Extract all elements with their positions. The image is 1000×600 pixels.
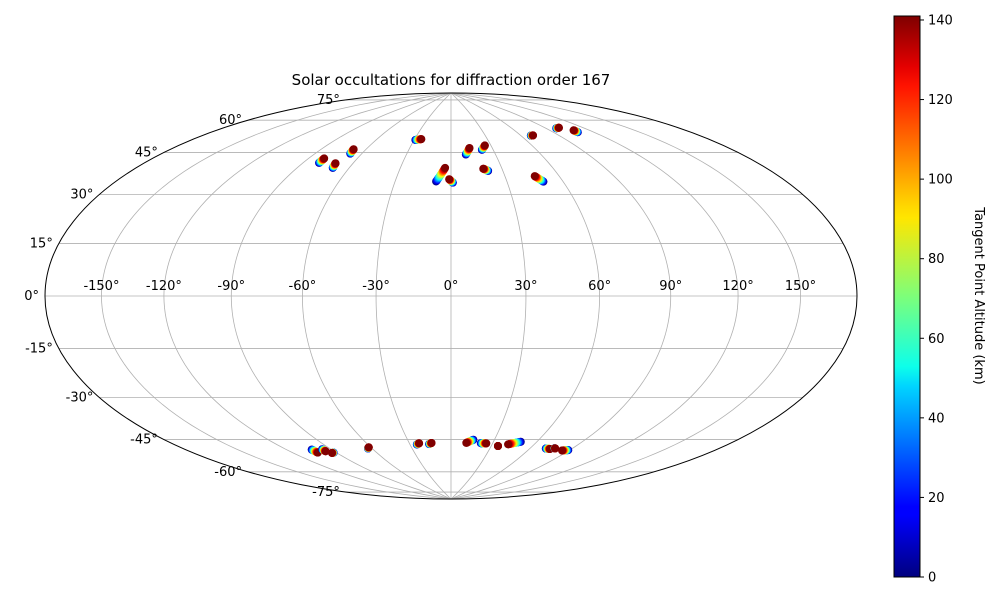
occultation-point — [530, 172, 539, 181]
colorbar-tick-label: 100 — [928, 173, 953, 188]
occultation-point — [551, 444, 560, 453]
occultation-point — [465, 143, 474, 152]
lat-tick-label: 45° — [135, 145, 158, 160]
gridlines — [45, 93, 857, 499]
colorbar-tick-label: 140 — [928, 13, 953, 28]
lon-tick-label: 0° — [444, 279, 459, 294]
lat-tick-label: 30° — [70, 188, 93, 203]
lon-tick-label: 120° — [722, 279, 753, 294]
lon-tick-label: 60° — [588, 279, 611, 294]
lat-tick-label: 60° — [219, 113, 242, 128]
occultation-point — [441, 163, 450, 172]
occultation-point — [504, 440, 513, 449]
colorbar-tick-label: 80 — [928, 252, 945, 267]
colorbar — [893, 15, 921, 578]
lat-tick-label: 15° — [30, 236, 53, 251]
occultation-point — [479, 164, 488, 173]
occultation-point — [569, 126, 578, 135]
occultation-point — [349, 145, 358, 154]
lat-tick-label: 75° — [317, 93, 340, 108]
occultation-point — [427, 438, 436, 447]
lat-tick-label: -30° — [66, 391, 94, 406]
lat-tick-label: -75° — [312, 485, 340, 500]
occultation-point — [480, 141, 489, 150]
chart-title: Solar occultations for diffraction order… — [292, 71, 611, 89]
lat-tick-label: -45° — [130, 433, 158, 448]
colorbar-tick-label: 20 — [928, 491, 945, 506]
occultation-point — [327, 448, 336, 457]
occultation-point — [529, 131, 538, 140]
lon-tick-label: 90° — [659, 279, 682, 294]
longitude-tick-labels: -150° -120° -90° -60° -30° 0° 30° 60° 90° 120° 150… — [83, 279, 816, 294]
occultation-point — [554, 123, 563, 132]
lon-tick-label: 150° — [785, 279, 816, 294]
occultation-point — [445, 175, 454, 184]
occultation-point — [493, 442, 502, 451]
lat-tick-label: -60° — [214, 465, 242, 480]
occultation-point — [557, 446, 566, 455]
colorbar-tick-label: 0 — [928, 571, 936, 586]
lon-tick-label: -120° — [146, 279, 182, 294]
occultation-point — [321, 447, 330, 456]
lon-tick-label: 30° — [514, 279, 537, 294]
lon-tick-label: -60° — [289, 279, 317, 294]
lat-tick-label: 0° — [24, 289, 39, 304]
occultation-points — [307, 123, 582, 457]
lon-tick-label: -150° — [83, 279, 119, 294]
occultation-point — [364, 443, 373, 452]
occultation-point — [417, 135, 426, 144]
colorbar-ticks: 0 20 40 60 80 100 120 140 — [920, 13, 953, 586]
occultation-point — [320, 154, 329, 163]
occultation-point — [462, 438, 471, 447]
colorbar-tick-label: 40 — [928, 411, 945, 426]
lat-tick-label: -15° — [25, 342, 53, 357]
lon-tick-label: -90° — [217, 279, 245, 294]
colorbar-tick-label: 120 — [928, 93, 953, 108]
lon-tick-label: -30° — [362, 279, 390, 294]
colorbar-label: Tangent Point Altitude (km) — [971, 206, 986, 384]
occultation-point — [331, 159, 340, 168]
occultation-point — [482, 439, 491, 448]
map-boundary — [44, 92, 858, 500]
occultation-point — [415, 439, 424, 448]
colorbar-tick-label: 60 — [928, 332, 945, 347]
latitude-tick-labels: -75° -60° -45° -30° -15° 0° 15° 30° 45° 60° 75° — [24, 93, 340, 500]
